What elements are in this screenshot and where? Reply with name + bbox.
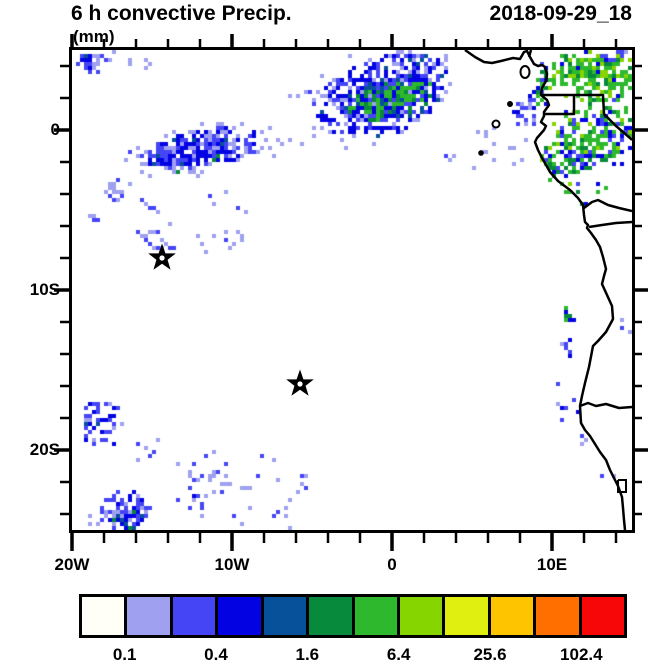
x-axis-label: 10W: [214, 555, 250, 574]
x-axis-label: 10E: [536, 555, 568, 574]
colorbar-tick-label: 1.6: [295, 645, 320, 664]
y-axis-label: 20S: [29, 440, 60, 459]
coastline: [464, 50, 627, 530]
y-axis-label: 10S: [29, 280, 60, 299]
colorbar-cell: [169, 597, 216, 635]
y-axis-label: 0: [50, 120, 60, 139]
country-border: [574, 93, 632, 141]
storm-star-center: [159, 255, 165, 261]
colorbar-cell: [215, 597, 261, 635]
colorbar-cell: [351, 597, 397, 635]
colorbar-cell: [124, 597, 170, 635]
colorbar-cell: [306, 597, 352, 635]
colorbar-tick-label: 0.1: [112, 645, 137, 664]
colorbar-tick-label: 0.4: [204, 645, 228, 664]
country-border: [588, 220, 632, 229]
island-bioko: [519, 65, 531, 79]
precip-raster: [72, 50, 632, 530]
units-label: (mm): [73, 27, 115, 46]
colorbar: [79, 594, 627, 638]
storm-star-center: [297, 381, 303, 387]
island-principe: [507, 101, 513, 107]
colorbar-cell: [396, 597, 443, 635]
x-axis-label: 0: [387, 555, 397, 574]
map-geography-svg: [148, 50, 632, 530]
colorbar-cell: [442, 597, 488, 635]
colorbar-tick-label: 6.4: [386, 645, 411, 664]
coastal-inlet: [617, 479, 627, 493]
colorbar-cell: [578, 597, 625, 635]
colorbar-cell: [260, 597, 307, 635]
colorbar-cell: [533, 597, 579, 635]
country-border: [579, 401, 632, 410]
country-border: [583, 198, 632, 213]
country-border: [542, 93, 576, 116]
country-border: [527, 50, 533, 58]
island-annobon: [478, 150, 484, 156]
plot-title: 6 h convective Precip.: [71, 2, 292, 25]
colorbar-tick-label: 25.6: [473, 645, 507, 664]
timestamp-label: 2018-09-29_18: [489, 2, 632, 25]
colorbar-cell: [82, 597, 125, 635]
map-panel: [69, 47, 635, 533]
colorbar-tick-label: 102.4: [560, 645, 603, 664]
island-sao_tome: [491, 119, 501, 129]
x-axis-label: 20W: [54, 555, 90, 574]
colorbar-cell: [487, 597, 534, 635]
